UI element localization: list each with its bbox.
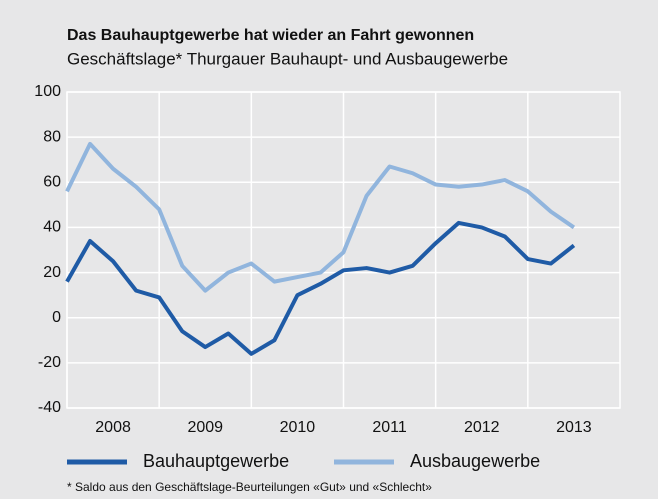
x-tick-label: 2008: [95, 419, 131, 436]
y-tick-label: 20: [43, 264, 61, 281]
legend-label: Bauhauptgewerbe: [143, 451, 289, 471]
chart-subtitle: Geschäftslage* Thurgauer Bauhaupt- und A…: [67, 49, 508, 68]
line: [65, 220, 576, 356]
line: [65, 141, 576, 293]
y-tick-label: 40: [43, 219, 61, 236]
y-tick-label: 0: [52, 309, 61, 326]
x-tick-label: 2012: [464, 419, 500, 436]
y-tick-label: -20: [38, 354, 61, 371]
legend-label: Ausbaugewerbe: [410, 451, 540, 471]
y-tick-label: 100: [34, 83, 61, 100]
chart-title: Das Bauhauptgewerbe hat wieder an Fahrt …: [67, 27, 474, 44]
y-tick-label: 60: [43, 174, 61, 191]
y-tick-label: -40: [38, 399, 61, 416]
x-tick-label: 2013: [556, 419, 592, 436]
y-tick-label: 80: [43, 128, 61, 145]
x-tick-label: 2009: [187, 419, 223, 436]
footnote: * Saldo aus den Geschäftslage-Beurteilun…: [67, 480, 432, 494]
x-tick-label: 2011: [372, 419, 407, 436]
x-tick-label: 2010: [280, 419, 316, 436]
